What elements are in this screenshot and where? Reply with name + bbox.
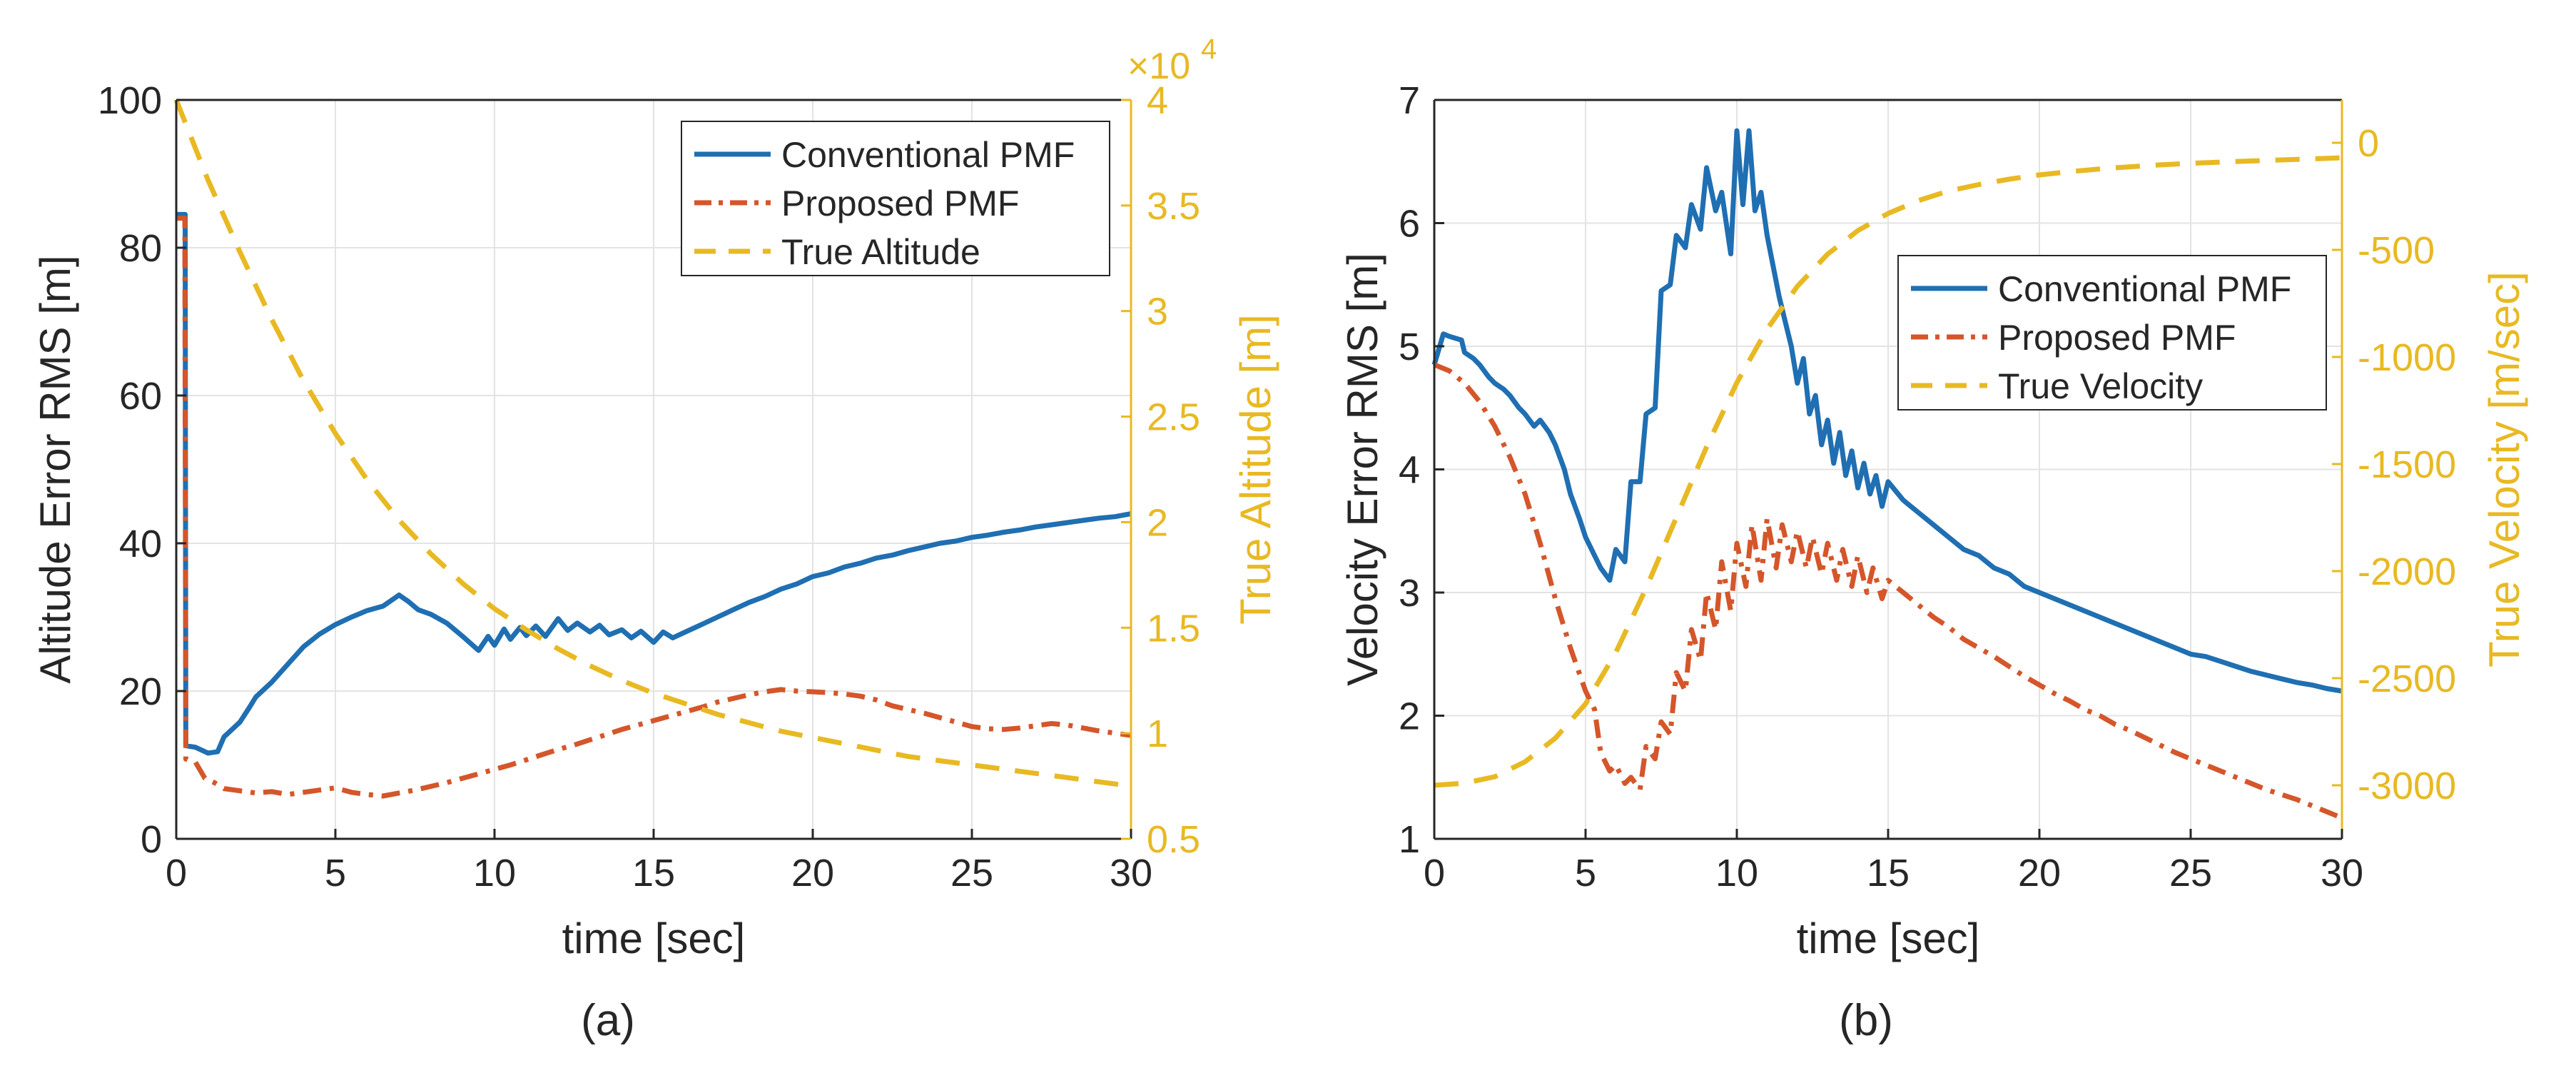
series-line-proposed-pmf (1433, 362, 2343, 820)
figure-caption: (a) (581, 996, 635, 1045)
y2-tick-label: -3000 (2358, 765, 2456, 807)
series-line-true-altitude (173, 99, 1132, 789)
x-tick-label: 0 (166, 852, 187, 895)
x-tick-label: 20 (2018, 852, 2061, 895)
x-tick-label: 30 (2321, 852, 2363, 895)
y-axis-label: Altitude Error RMS [m] (31, 255, 79, 683)
legend: Conventional PMF Proposed PMF True Velocit… (1897, 255, 2327, 410)
y-tick-label: 100 (98, 79, 162, 122)
y-tick-label: 80 (119, 227, 162, 270)
y2-tick-label: 1 (1147, 712, 1168, 755)
y2-tick-label: 1.5 (1147, 607, 1200, 650)
series-line-conventional-pmf (176, 211, 1132, 756)
y-tick-label: 4 (1399, 449, 1420, 492)
y2-tick-label: 0.5 (1147, 818, 1200, 861)
y2-tick-label: -2500 (2358, 658, 2456, 700)
y-tick-label: 3 (1399, 572, 1420, 615)
y2-tick-label: 2.5 (1147, 396, 1200, 439)
y-tick-label: 6 (1399, 203, 1420, 246)
y-tick-label: 40 (119, 523, 162, 565)
legend-label: True Velocity (1998, 366, 2203, 406)
x-tick-label: 15 (632, 852, 675, 895)
x-tick-label: 25 (950, 852, 993, 895)
x-tick-label: 25 (2169, 852, 2212, 895)
y2-axis-label: True Altitude [m] (1232, 314, 1279, 625)
x-tick-label: 5 (1575, 852, 1596, 895)
y2-axis-label: True Velocity [m/sec] (2480, 271, 2528, 668)
chart-panel-a: 0 5 10 15 20 25 30 0 20 40 60 80 100 0.5 1 1.5 2 2.5 3 3.5 4… (31, 34, 1279, 1045)
x-tick-label: 20 (791, 852, 834, 895)
y2-tick-label: 3 (1147, 291, 1168, 333)
y-tick-label: 7 (1399, 79, 1420, 122)
chart-panel-b: 0 5 10 15 20 25 30 1 2 3 4 5 6 7 -3000 -2500 -2000 -1500 -… (1339, 79, 2528, 1045)
x-tick-label: 0 (1424, 852, 1445, 895)
x-tick-label: 15 (1867, 852, 1910, 895)
y-tick-label: 20 (119, 670, 162, 713)
x-tick-label: 5 (325, 852, 346, 895)
x-tick-label: 30 (1110, 852, 1152, 895)
legend: Conventional PMF Proposed PMF True Altitud… (681, 121, 1110, 276)
x-axis-label: time [sec] (562, 915, 746, 962)
x-tick-label: 10 (473, 852, 516, 895)
y-tick-label: 2 (1399, 695, 1420, 738)
legend-box (681, 121, 1110, 276)
legend-label: Conventional PMF (1998, 269, 2291, 309)
x-tick-label: 10 (1715, 852, 1758, 895)
x-axis-label: time [sec] (1797, 915, 1980, 962)
y2-exponent-label: ×10 (1127, 46, 1190, 87)
y2-exponent-power: 4 (1201, 34, 1217, 65)
y2-tick-label: -1000 (2358, 336, 2456, 379)
series-line-proposed-pmf (176, 216, 1132, 799)
y2-tick-label: -2000 (2358, 550, 2456, 593)
y2-tick-label: -1500 (2358, 443, 2456, 486)
y2-tick-label: 3.5 (1147, 185, 1200, 228)
y2-tick-label: 4 (1147, 79, 1168, 122)
y2-tick-label: 2 (1147, 501, 1168, 544)
legend-label: Proposed PMF (781, 183, 1019, 223)
y2-tick-label: -500 (2358, 229, 2435, 272)
legend-label: Proposed PMF (1998, 318, 2236, 358)
y-axis-label: Velocity Error RMS [m] (1339, 253, 1386, 686)
y-tick-label: 0 (141, 818, 162, 861)
y-tick-label: 60 (119, 375, 162, 418)
y-tick-label: 1 (1399, 818, 1420, 861)
series-line-true-velocity (1434, 155, 2343, 788)
legend-box (1897, 255, 2327, 410)
y-tick-label: 5 (1399, 326, 1420, 368)
legend-label: True Altitude (781, 232, 980, 272)
y2-tick-label: 0 (2358, 122, 2379, 165)
figure-caption: (b) (1839, 996, 1893, 1045)
legend-label: Conventional PMF (781, 135, 1075, 175)
